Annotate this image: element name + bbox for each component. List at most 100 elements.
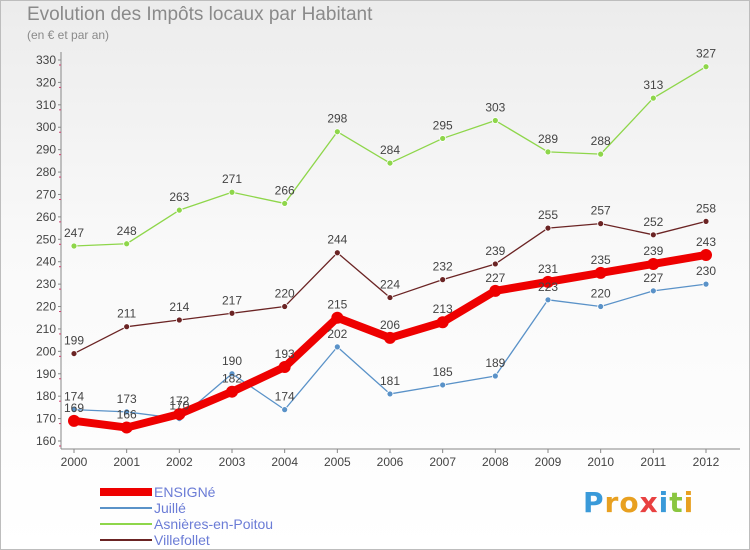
data-label-villefollet-2009: 255 bbox=[538, 208, 558, 222]
data-label-asnieres-2012: 327 bbox=[696, 47, 716, 61]
x-tick-label-2000: 2000 bbox=[61, 455, 88, 469]
data-label-asnieres-2005: 298 bbox=[327, 112, 347, 126]
chart-subtitle: (en € et par an) bbox=[27, 28, 110, 42]
y-tick-label-250: 250 bbox=[36, 232, 56, 246]
data-label-asnieres-2009: 289 bbox=[538, 132, 558, 146]
point-ensigne-2002 bbox=[173, 408, 186, 421]
point-asnieres-2010 bbox=[597, 150, 605, 158]
data-label-villefollet-2005: 244 bbox=[327, 233, 347, 247]
legend-label-ensigne: ENSIGNé bbox=[154, 484, 216, 500]
point-villefollet-2008 bbox=[491, 260, 499, 268]
legend-swatch-asnieres bbox=[100, 516, 152, 532]
data-label-juille-2012: 230 bbox=[696, 264, 716, 278]
data-label-juille-2006: 181 bbox=[380, 374, 400, 388]
data-label-juille-2007: 185 bbox=[433, 365, 453, 379]
y-tick-label-220: 220 bbox=[36, 300, 56, 314]
data-label-asnieres-2008: 303 bbox=[485, 101, 505, 115]
logo-letter: i bbox=[683, 486, 695, 519]
data-label-ensigne-2004: 193 bbox=[275, 347, 295, 361]
y-tick-label-280: 280 bbox=[36, 165, 56, 179]
y-tick-label-310: 310 bbox=[36, 98, 56, 112]
proxiti-logo: Proxiti bbox=[583, 486, 694, 519]
point-villefollet-2012 bbox=[702, 217, 710, 225]
y-tick-label-270: 270 bbox=[36, 187, 56, 201]
data-label-ensigne-2000: 169 bbox=[64, 401, 84, 415]
x-tick-label-2012: 2012 bbox=[693, 455, 720, 469]
point-ensigne-2001 bbox=[120, 421, 133, 434]
point-asnieres-2008 bbox=[491, 117, 499, 124]
x-tick-label-2003: 2003 bbox=[219, 455, 246, 469]
data-label-ensigne-2010: 235 bbox=[591, 253, 611, 267]
legend-label-juille: Juillé bbox=[154, 500, 186, 516]
data-label-juille-2005: 202 bbox=[327, 327, 347, 341]
data-label-villefollet-2002: 214 bbox=[169, 300, 189, 314]
point-juille-2011 bbox=[649, 287, 657, 295]
y-tick-label-190: 190 bbox=[36, 367, 56, 381]
point-ensigne-2008 bbox=[489, 284, 502, 297]
point-ensigne-2012 bbox=[700, 248, 712, 261]
point-villefollet-2011 bbox=[649, 231, 657, 239]
data-label-villefollet-2012: 258 bbox=[696, 201, 716, 215]
point-asnieres-2004 bbox=[281, 200, 289, 207]
data-label-asnieres-2000: 247 bbox=[64, 226, 84, 240]
point-villefollet-2003 bbox=[228, 309, 236, 317]
point-ensigne-2011 bbox=[647, 257, 660, 270]
point-juille-2009 bbox=[544, 296, 552, 304]
data-label-ensigne-2003: 182 bbox=[222, 372, 242, 386]
data-label-juille-2004: 174 bbox=[275, 390, 295, 404]
data-label-villefollet-2010: 257 bbox=[591, 204, 611, 218]
x-tick-label-2005: 2005 bbox=[324, 455, 351, 469]
point-juille-2008 bbox=[491, 372, 499, 380]
y-tick-label-170: 170 bbox=[36, 412, 56, 426]
data-label-juille-2009: 223 bbox=[538, 280, 558, 294]
x-tick-label-2010: 2010 bbox=[587, 455, 614, 469]
x-tick-label-2008: 2008 bbox=[482, 455, 509, 469]
point-villefollet-2000 bbox=[70, 350, 78, 357]
y-tick-label-160: 160 bbox=[36, 434, 56, 448]
data-label-ensigne-2008: 227 bbox=[485, 271, 505, 285]
legend-label-asnieres: Asnières-en-Poitou bbox=[154, 516, 274, 532]
point-juille-2001 bbox=[123, 408, 131, 416]
y-tick-label-320: 320 bbox=[36, 75, 56, 89]
logo-letter: o bbox=[619, 486, 640, 519]
point-juille-2012 bbox=[702, 280, 710, 288]
legend-swatch-villefollet bbox=[100, 532, 152, 548]
point-juille-2003 bbox=[228, 370, 236, 378]
data-label-villefollet-2007: 232 bbox=[433, 260, 453, 274]
data-label-asnieres-2007: 295 bbox=[433, 118, 453, 132]
point-villefollet-2006 bbox=[386, 294, 394, 301]
point-asnieres-2001 bbox=[123, 240, 131, 248]
point-ensigne-2006 bbox=[384, 331, 396, 344]
point-ensigne-2000 bbox=[68, 414, 80, 427]
point-asnieres-2005 bbox=[333, 128, 341, 136]
logo-letter: r bbox=[604, 486, 620, 519]
legend-swatch-juille bbox=[100, 500, 152, 516]
point-juille-2006 bbox=[386, 390, 394, 398]
point-villefollet-2004 bbox=[281, 303, 289, 310]
data-label-ensigne-2009: 231 bbox=[538, 262, 558, 276]
data-label-ensigne-2007: 213 bbox=[433, 302, 453, 316]
data-label-villefollet-2006: 224 bbox=[380, 278, 400, 292]
point-villefollet-2010 bbox=[597, 220, 605, 228]
data-label-villefollet-2001: 211 bbox=[117, 307, 136, 321]
point-asnieres-2002 bbox=[175, 206, 183, 214]
data-label-juille-2010: 220 bbox=[591, 287, 611, 301]
point-villefollet-2009 bbox=[544, 224, 552, 232]
point-asnieres-2003 bbox=[228, 188, 236, 196]
y-tick-label-200: 200 bbox=[36, 344, 56, 358]
x-tick-label-2007: 2007 bbox=[429, 455, 456, 469]
point-villefollet-2007 bbox=[439, 276, 447, 284]
data-label-ensigne-2011: 239 bbox=[643, 244, 663, 258]
point-asnieres-2000 bbox=[70, 242, 78, 250]
point-ensigne-2010 bbox=[594, 266, 607, 279]
data-label-villefollet-2011: 252 bbox=[643, 215, 663, 229]
x-tick-label-2001: 2001 bbox=[113, 455, 140, 469]
data-label-asnieres-2002: 263 bbox=[169, 190, 189, 204]
logo-letter: i bbox=[658, 486, 670, 519]
point-asnieres-2011 bbox=[649, 94, 657, 102]
data-label-asnieres-2004: 266 bbox=[275, 183, 295, 197]
y-tick-label-240: 240 bbox=[36, 255, 56, 269]
data-label-juille-2001: 173 bbox=[117, 392, 137, 406]
data-label-asnieres-2011: 313 bbox=[643, 78, 663, 92]
